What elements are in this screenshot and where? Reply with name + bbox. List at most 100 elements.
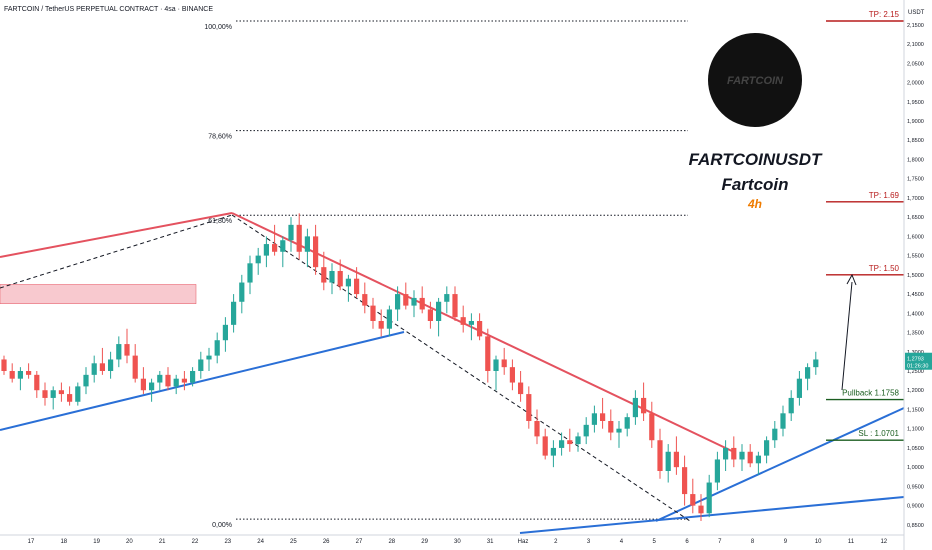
time-axis-label: 21 (159, 539, 166, 545)
candle-body (747, 451, 753, 464)
time-axis-label: 9 (784, 539, 788, 545)
projection-arrow-head (846, 273, 857, 286)
dashed-swing-down (231, 214, 691, 522)
candle-body (354, 278, 360, 295)
candle-body (427, 309, 433, 321)
time-axis-label: 26 (323, 539, 330, 545)
candle-body (436, 301, 442, 321)
candle-body (108, 359, 114, 371)
chart-name-title: Fartcoin (721, 175, 788, 194)
candle-body (419, 297, 425, 310)
candle-body (296, 224, 302, 252)
candle-body (362, 294, 368, 306)
current-price-value: 1,2793 (907, 357, 924, 363)
price-axis-label: 1,7000 (907, 196, 924, 202)
price-axis-label: 1,0000 (907, 465, 924, 471)
candle-body (140, 378, 146, 391)
target-label: SL : 1.0701 (858, 429, 899, 438)
candle-body (1, 359, 7, 371)
candle-body (378, 321, 384, 329)
candle-body (280, 240, 286, 252)
candle-body (42, 390, 48, 398)
candle-countdown: 01:26:30 (907, 364, 928, 370)
candle-body (559, 440, 565, 448)
time-axis-label: 29 (421, 539, 428, 545)
candle-body (403, 294, 409, 306)
time-axis-label: 10 (815, 539, 822, 545)
candle-body (255, 255, 261, 264)
price-axis-label: 1,2500 (907, 369, 924, 375)
price-axis-label: 2,1500 (907, 23, 924, 29)
candle-body (805, 367, 811, 379)
candle-body (329, 271, 335, 283)
candle-body (723, 447, 729, 460)
time-axis-label: 23 (224, 539, 231, 545)
logo-lettering: FARTCOIN (727, 75, 784, 87)
price-axis-label: 1,4000 (907, 311, 924, 317)
candle-body (173, 378, 179, 387)
price-axis-label: 1,8000 (907, 157, 924, 163)
candle-body (58, 390, 64, 395)
candle-body (731, 447, 737, 460)
price-axis-label: 1,5500 (907, 254, 924, 260)
candle-body (304, 236, 310, 252)
price-axis-label: 1,3500 (907, 331, 924, 337)
candle-body (698, 505, 704, 514)
candle-body (239, 282, 245, 302)
fib-level-label: 100,00% (204, 24, 232, 31)
price-axis-label: 1,7500 (907, 177, 924, 183)
candle-body (583, 424, 589, 437)
candle-body (165, 374, 171, 387)
candle-body (616, 428, 622, 433)
candle-body (501, 359, 507, 368)
candle-body (67, 394, 73, 402)
candle-body (772, 428, 778, 441)
candle-body (198, 359, 204, 371)
price-axis-unit: USDT (908, 10, 925, 16)
candle-body (534, 421, 540, 437)
candle-body (468, 321, 474, 325)
time-axis-label: Haz (518, 539, 529, 545)
candle-body (50, 390, 56, 398)
resistance-zone (0, 284, 197, 304)
candle-body (764, 440, 770, 456)
time-axis-label: 22 (192, 539, 199, 545)
price-axis-label: 2,0000 (907, 81, 924, 87)
price-axis-label: 1,1500 (907, 407, 924, 413)
fib-level-label: 0,00% (212, 522, 232, 529)
candle-body (550, 447, 556, 456)
target-label: TP: 1.50 (869, 264, 900, 273)
candle-body (518, 382, 524, 395)
candle-body (91, 363, 97, 375)
time-axis-label: 24 (257, 539, 264, 545)
price-axis-label: 1,9500 (907, 100, 924, 106)
candle-body (9, 371, 15, 379)
candle-body (493, 359, 499, 371)
time-axis-label: 6 (685, 539, 689, 545)
candle-body (788, 397, 794, 414)
candle-body (755, 455, 761, 464)
candle-body (181, 378, 187, 383)
candle-body (288, 224, 294, 241)
candle-body (509, 367, 515, 383)
candle-body (673, 451, 679, 468)
candle-body (690, 494, 696, 506)
candle-body (796, 378, 802, 398)
time-axis-label: 18 (60, 539, 67, 545)
candle-body (231, 301, 237, 325)
ascending-support-left (0, 331, 405, 431)
price-axis-label: 0,9000 (907, 504, 924, 510)
target-label: TP: 1.69 (869, 191, 900, 200)
candle-body (452, 294, 458, 318)
candle-body (26, 371, 32, 375)
candle-body (575, 436, 581, 445)
time-axis-label: 4 (620, 539, 624, 545)
candle-body (272, 244, 278, 252)
candle-body (714, 459, 720, 483)
candle-body (485, 336, 491, 371)
candle-body (477, 321, 483, 337)
candle-body (411, 297, 417, 306)
candle-body (567, 440, 573, 445)
current-price-tag (905, 352, 932, 370)
